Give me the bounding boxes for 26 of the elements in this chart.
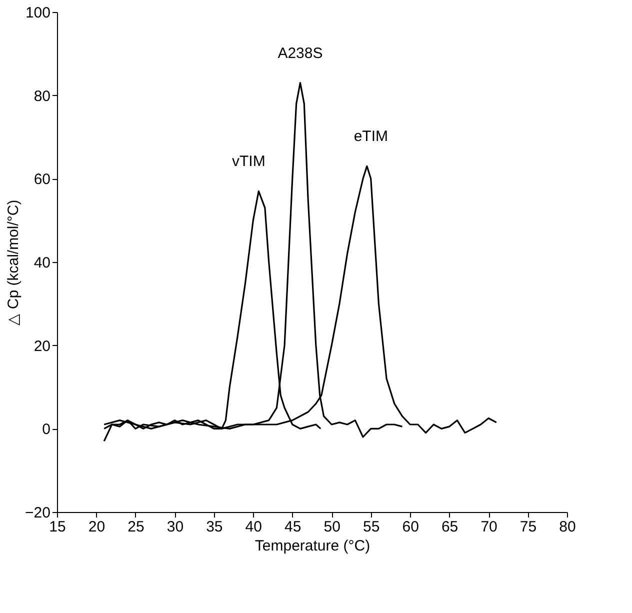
x-tick-label: 60 xyxy=(402,518,419,536)
y-tick-label: 60 xyxy=(34,171,50,188)
x-tick-label: 35 xyxy=(206,518,223,536)
x-tick-label: 30 xyxy=(166,518,184,536)
x-tick-label: 15 xyxy=(49,518,66,536)
x-axis-title: Temperature (°C) xyxy=(254,538,370,554)
x-tick-label: 25 xyxy=(128,518,144,536)
series-label: eTIM xyxy=(354,128,388,146)
x-tick-label: 55 xyxy=(363,518,380,536)
x-tick-label: 65 xyxy=(441,518,458,536)
x-tick-label: 40 xyxy=(245,518,262,536)
y-tick-label: −20 xyxy=(25,504,50,522)
x-tick-label: 80 xyxy=(559,518,576,536)
x-tick-label: 70 xyxy=(480,518,498,536)
x-tick-label: 45 xyxy=(284,518,302,536)
x-tick-label: 75 xyxy=(520,518,537,536)
y-tick-label: 0 xyxy=(42,421,50,438)
y-tick-label: 80 xyxy=(34,88,50,105)
y-tick-label: 20 xyxy=(34,338,50,355)
x-tick-label: 50 xyxy=(324,518,340,536)
series-label: vTIM xyxy=(232,153,266,170)
x-tick-label: 20 xyxy=(88,518,106,536)
y-tick-label: 40 xyxy=(34,254,50,272)
y-axis-title: △ Cp (kcal/mol/°C) xyxy=(5,200,22,326)
series-label: A238S xyxy=(278,44,323,62)
y-tick-label: 100 xyxy=(25,4,50,22)
